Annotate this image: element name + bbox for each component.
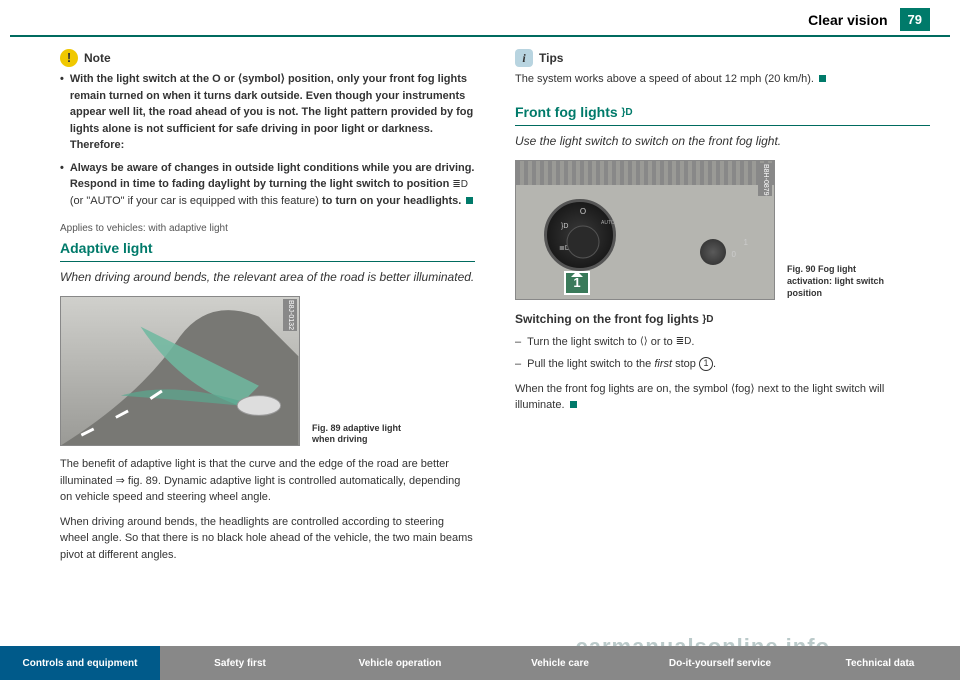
dash-texture bbox=[516, 161, 774, 185]
switching-heading: Switching on the front fog lights }D bbox=[515, 310, 930, 328]
footer-tabs: Controls and equipment Safety first Vehi… bbox=[0, 646, 960, 680]
light-switch-dial: O }D ≣D AUTO bbox=[544, 199, 616, 271]
adaptive-light-title: Adaptive light bbox=[60, 238, 475, 262]
svg-text:}D: }D bbox=[561, 223, 568, 230]
note-text-2: Always be aware of changes in outside li… bbox=[70, 160, 475, 210]
footer-tab-controls[interactable]: Controls and equipment bbox=[0, 646, 160, 680]
fig89-caption: Fig. 89 adaptive light when driving bbox=[312, 423, 422, 446]
svg-text:AUTO: AUTO bbox=[601, 220, 615, 226]
fig90-id: B8H-0879 bbox=[758, 163, 773, 197]
footer-tab-technical[interactable]: Technical data bbox=[800, 646, 960, 680]
end-marker-icon bbox=[819, 75, 826, 82]
adaptive-para-1: The benefit of adaptive light is that th… bbox=[60, 456, 475, 506]
adaptive-subtitle: When driving around bends, the relevant … bbox=[60, 268, 475, 286]
svg-text:O: O bbox=[580, 207, 586, 216]
adaptive-light-diagram bbox=[61, 297, 299, 445]
headlight-icon: ≣D bbox=[676, 334, 692, 349]
page-header: Clear vision 79 bbox=[10, 0, 950, 37]
fig90-caption: Fig. 90 Fog light activation: light swit… bbox=[787, 264, 897, 299]
footer-tab-diy[interactable]: Do-it-yourself service bbox=[640, 646, 800, 680]
note-heading: ! Note bbox=[60, 49, 475, 67]
fog-lights-title: Front fog lights }D bbox=[515, 102, 930, 126]
small-button bbox=[700, 239, 726, 265]
note-label: Note bbox=[84, 49, 111, 67]
position-icon: ⟨⟩ bbox=[640, 334, 648, 349]
tips-icon: i bbox=[515, 49, 533, 67]
footer-tab-care[interactable]: Vehicle care bbox=[480, 646, 640, 680]
step-2: Pull the light switch to the first stop … bbox=[515, 356, 930, 373]
fog-para: When the front fog lights are on, the sy… bbox=[515, 381, 930, 414]
callout-ref-1: 1 bbox=[699, 357, 713, 371]
note-text-1: With the light switch at the O or ⟨symbo… bbox=[70, 71, 475, 154]
fig89-id: B8J-0132 bbox=[283, 299, 298, 331]
fog-light-icon: }D bbox=[622, 105, 633, 120]
fig90-image: O }D ≣D AUTO 0 1 1 B8H-0879 bbox=[515, 160, 775, 300]
tips-label: Tips bbox=[539, 49, 563, 67]
tips-text: The system works above a speed of about … bbox=[515, 71, 930, 88]
callout-marker-1: 1 bbox=[564, 271, 590, 295]
adaptive-para-2: When driving around bends, the headlight… bbox=[60, 514, 475, 564]
fig89-wrap: B8J-0132 Fig. 89 adaptive light when dri… bbox=[60, 296, 475, 446]
dial-label-1: 1 bbox=[744, 237, 748, 249]
fog-subtitle: Use the light switch to switch on the fr… bbox=[515, 132, 930, 150]
content-area: ! Note With the light switch at the O or… bbox=[0, 37, 960, 563]
page-number: 79 bbox=[900, 8, 930, 31]
dial-label-0: 0 bbox=[732, 249, 736, 261]
caution-icon: ! bbox=[60, 49, 78, 67]
note-bullet-2: Always be aware of changes in outside li… bbox=[60, 160, 475, 210]
end-marker-icon bbox=[570, 401, 577, 408]
header-title: Clear vision bbox=[808, 12, 887, 28]
footer-tab-safety[interactable]: Safety first bbox=[160, 646, 320, 680]
fig89-image: B8J-0132 bbox=[60, 296, 300, 446]
note-bullet-1: With the light switch at the O or ⟨symbo… bbox=[60, 71, 475, 154]
left-column: ! Note With the light switch at the O or… bbox=[60, 49, 475, 563]
footer-tab-operation[interactable]: Vehicle operation bbox=[320, 646, 480, 680]
headlight-icon: ≣D bbox=[452, 177, 468, 192]
end-marker-icon bbox=[466, 197, 473, 204]
right-column: i Tips The system works above a speed of… bbox=[515, 49, 930, 563]
fig90-wrap: O }D ≣D AUTO 0 1 1 B8H-0879 Fig. 90 Fog … bbox=[515, 160, 930, 300]
tips-heading: i Tips bbox=[515, 49, 930, 67]
step-1: Turn the light switch to ⟨⟩ or to ≣D. bbox=[515, 334, 930, 351]
applies-to-text: Applies to vehicles: with adaptive light bbox=[60, 221, 475, 236]
fog-light-icon: }D bbox=[702, 312, 713, 327]
